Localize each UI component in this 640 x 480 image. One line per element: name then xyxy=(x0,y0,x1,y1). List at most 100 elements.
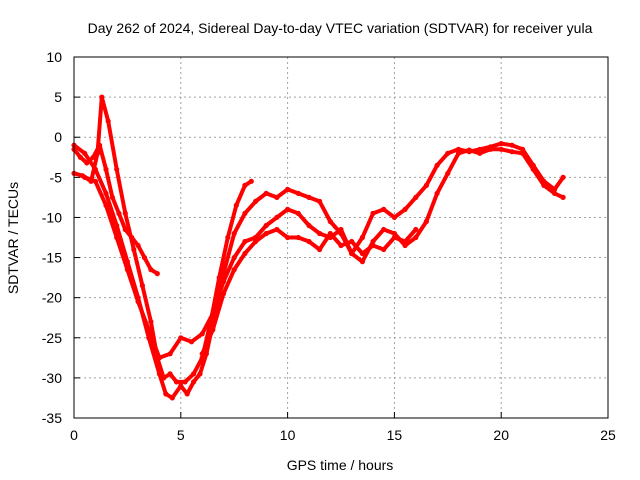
plot-frame xyxy=(73,56,609,419)
data-point-arc-2-16 xyxy=(191,371,197,377)
data-point-arc-5-0 xyxy=(199,351,205,357)
data-point-arc-3-36 xyxy=(423,182,429,188)
data-point-arc-3-13 xyxy=(191,379,197,385)
chart-title: Day 262 of 2024, Sidereal Day-to-day VTE… xyxy=(88,20,593,36)
series-points-arc-4 xyxy=(82,146,566,361)
data-point-arc-3-22 xyxy=(274,194,280,200)
data-point-arc-4-0 xyxy=(82,174,88,180)
data-point-arc-2-21 xyxy=(233,202,239,208)
data-point-arc-4-12 xyxy=(210,311,216,317)
data-point-arc-3-4 xyxy=(114,222,120,229)
y-axis-label: SDTVAR / TECUs xyxy=(5,182,21,294)
data-point-arc-4-27 xyxy=(370,238,376,245)
series-points-arc-3 xyxy=(71,141,566,401)
data-point-arc-2-20 xyxy=(225,234,231,241)
data-point-arc-3-49 xyxy=(560,174,566,180)
x-tick-labels: 0 5 10 15 20 25 xyxy=(70,412,616,443)
data-point-arc-5-8 xyxy=(285,234,291,241)
data-point-arc-2-6 xyxy=(114,166,120,172)
x-axis-label: GPS time / hours xyxy=(287,457,394,473)
data-point-arc-4-32 xyxy=(423,218,429,225)
y-tick-label-4: -10 xyxy=(42,209,62,225)
data-point-arc-4-36 xyxy=(466,147,472,153)
data-point-arc-3-35 xyxy=(413,194,419,200)
data-point-arc-4-9 xyxy=(178,335,184,341)
data-point-arc-1-10 xyxy=(135,242,141,249)
data-point-arc-5-10 xyxy=(306,238,312,245)
data-point-arc-4-2 xyxy=(103,202,109,208)
data-point-arc-5-3 xyxy=(231,267,237,273)
data-point-arc-4-7 xyxy=(156,355,162,361)
y-tick-label-7: -25 xyxy=(42,330,62,346)
data-point-arc-4-19 xyxy=(285,206,291,212)
data-point-arc-3-10 xyxy=(169,395,175,401)
data-point-arc-3-30 xyxy=(359,234,365,241)
data-point-arc-3-26 xyxy=(317,198,323,204)
data-point-arc-4-8 xyxy=(167,351,173,357)
x-tick-label-5: 25 xyxy=(600,427,616,443)
data-point-arc-5-1 xyxy=(210,327,216,333)
data-point-arc-3-37 xyxy=(434,162,440,168)
data-point-arc-2-13 xyxy=(167,371,173,377)
data-point-arc-5-2 xyxy=(220,291,227,297)
x-tick-label-3: 15 xyxy=(387,427,403,443)
data-point-arc-4-14 xyxy=(231,255,237,261)
data-point-arc-4-1 xyxy=(92,178,98,184)
data-point-arc-4-28 xyxy=(381,226,387,233)
data-point-arc-4-45 xyxy=(560,194,566,200)
data-point-arc-5-4 xyxy=(242,250,248,257)
data-point-arc-5-13 xyxy=(338,242,344,249)
data-point-arc-4-35 xyxy=(455,150,462,156)
x-tick-label-2: 10 xyxy=(280,427,296,443)
data-point-arc-4-25 xyxy=(349,250,355,257)
data-point-arc-1-8 xyxy=(122,226,128,233)
data-point-arc-4-38 xyxy=(487,146,494,152)
data-point-arc-3-3 xyxy=(103,190,109,196)
data-point-arc-3-9 xyxy=(163,391,169,397)
data-point-arc-4-31 xyxy=(413,234,419,241)
data-point-arc-5-9 xyxy=(295,234,301,241)
data-point-arc-3-23 xyxy=(285,186,291,192)
series-layer xyxy=(71,94,566,401)
y-tick-label-5: -15 xyxy=(42,250,62,266)
data-point-arc-3-21 xyxy=(263,190,269,196)
series-line-arc-2 xyxy=(72,95,254,384)
data-point-arc-3-39 xyxy=(455,146,462,152)
data-point-arc-4-15 xyxy=(242,238,248,245)
data-point-arc-1-7 xyxy=(116,210,122,216)
data-point-arc-4-17 xyxy=(263,222,269,229)
data-point-arc-1-11 xyxy=(141,255,148,261)
data-point-arc-3-34 xyxy=(402,206,408,212)
data-point-arc-4-37 xyxy=(477,150,483,156)
y-tick-labels: 10 5 0 -5 -10 -15 -20 -25 -30 -35 xyxy=(42,49,80,426)
data-point-arc-3-12 xyxy=(184,391,190,397)
data-point-arc-2-10 xyxy=(148,319,154,325)
data-point-arc-4-39 xyxy=(498,146,504,152)
data-point-arc-3-2 xyxy=(92,166,98,172)
data-point-arc-3-31 xyxy=(370,210,376,216)
data-point-arc-4-29 xyxy=(391,230,397,237)
x-tick-label-1: 5 xyxy=(177,427,185,443)
data-point-arc-4-44 xyxy=(552,190,558,196)
y-tick-label-0: 10 xyxy=(46,49,62,65)
data-point-arc-4-26 xyxy=(359,259,365,265)
y-tick-label-9: -35 xyxy=(42,410,62,426)
data-point-arc-3-43 xyxy=(498,141,504,147)
data-point-arc-2-5 xyxy=(105,118,111,124)
data-point-arc-4-6 xyxy=(146,327,152,333)
data-point-arc-4-3 xyxy=(114,234,120,241)
data-point-arc-3-25 xyxy=(306,194,312,200)
data-point-arc-3-14 xyxy=(197,371,203,377)
data-point-arc-4-24 xyxy=(338,226,344,233)
data-point-arc-3-33 xyxy=(391,214,397,220)
data-point-arc-5-11 xyxy=(317,246,323,253)
data-point-arc-4-40 xyxy=(509,149,515,155)
data-point-arc-4-18 xyxy=(274,214,280,220)
data-point-arc-4-5 xyxy=(135,299,141,305)
series-line-arc-4 xyxy=(82,147,566,360)
data-point-arc-3-27 xyxy=(327,218,333,225)
data-point-arc-3-45 xyxy=(520,146,526,152)
data-point-arc-4-11 xyxy=(199,331,205,337)
data-point-arc-1-12 xyxy=(148,267,154,273)
